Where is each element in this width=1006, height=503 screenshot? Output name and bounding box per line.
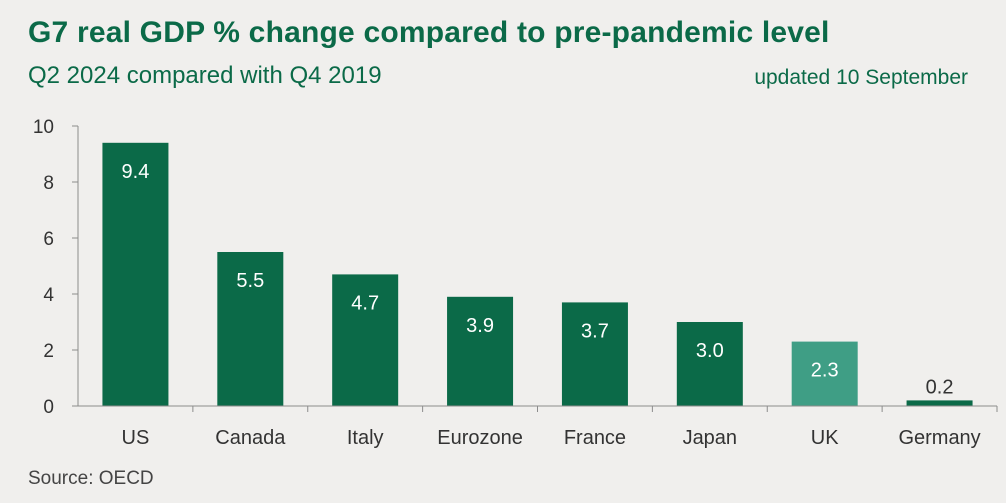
- x-tick-label-france: France: [564, 427, 626, 449]
- bars: 9.4 5.5 4.7 3.9 3.7 3.0 2.3 0.2: [102, 142, 973, 407]
- chart-title: G7 real GDP % change compared to pre-pan…: [28, 16, 830, 49]
- bar-us: [102, 142, 169, 407]
- data-label-germany: 0.2: [926, 376, 954, 398]
- bar-eurozone: [447, 296, 514, 406]
- x-tick-label-eurozone: Eurozone: [437, 427, 523, 449]
- bar-uk: [791, 341, 858, 406]
- y-tick-label: 8: [43, 173, 54, 194]
- data-label-italy: 4.7: [351, 292, 379, 314]
- bar-germany: [906, 400, 973, 406]
- data-label-eurozone: 3.9: [466, 315, 494, 337]
- y-tick-label: 4: [43, 285, 54, 306]
- updated-date: updated 10 September: [754, 66, 968, 89]
- y-tick-label: 6: [43, 229, 54, 250]
- data-label-uk: 2.3: [811, 360, 839, 382]
- data-label-canada: 5.5: [236, 270, 264, 292]
- x-axis: US Canada Italy Eurozone France Japan UK German…: [78, 405, 998, 449]
- y-tick-label: 0: [43, 397, 54, 418]
- x-tick-label-japan: Japan: [683, 427, 738, 449]
- data-label-us: 9.4: [122, 161, 150, 183]
- data-label-france: 3.7: [581, 320, 609, 342]
- y-tick-label: 10: [33, 117, 54, 138]
- y-tick-label: 2: [43, 341, 54, 362]
- bar-italy: [332, 274, 399, 406]
- x-tick-label-italy: Italy: [347, 427, 384, 449]
- x-tick-label-canada: Canada: [215, 427, 286, 449]
- y-axis: 0 2 4 6 8 10: [33, 117, 79, 418]
- bar-france: [561, 302, 628, 406]
- bar-japan: [676, 322, 743, 406]
- chart-subtitle: Q2 2024 compared with Q4 2019: [28, 62, 382, 89]
- x-tick-label-germany: Germany: [898, 427, 980, 449]
- source-note: Source: OECD: [28, 468, 154, 489]
- bar-canada: [217, 252, 284, 406]
- x-tick-label-us: US: [122, 427, 150, 449]
- data-label-japan: 3.0: [696, 340, 724, 362]
- x-tick-label-uk: UK: [811, 427, 839, 449]
